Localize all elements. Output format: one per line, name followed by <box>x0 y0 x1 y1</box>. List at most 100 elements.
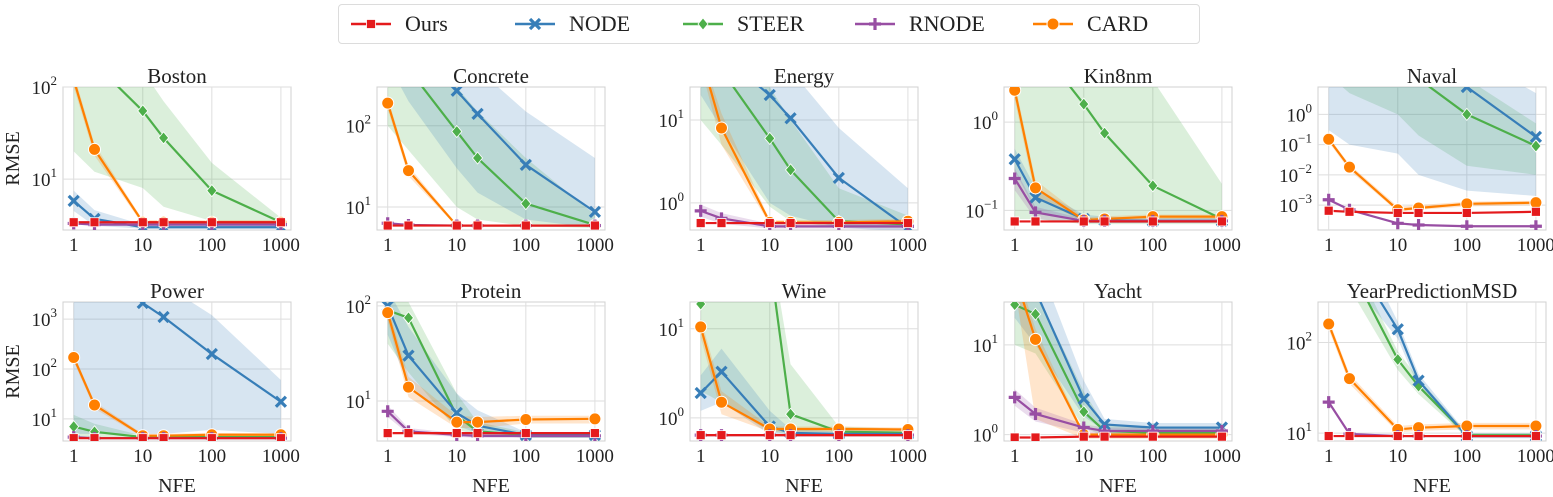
point-rnode <box>1322 396 1335 409</box>
point-ours <box>89 433 100 441</box>
legend-label: RNODE <box>909 11 985 36</box>
point-rnode <box>1412 218 1425 230</box>
point-card <box>714 395 728 409</box>
point-card <box>1460 197 1474 211</box>
point-node <box>696 26 706 36</box>
point-node <box>450 87 463 97</box>
x-tick-label: 100 <box>1453 446 1482 467</box>
x-tick-label: 1 <box>1324 235 1334 256</box>
point-node <box>832 171 845 185</box>
point-ours <box>89 217 100 228</box>
subplot-title: Naval <box>1407 64 1457 88</box>
x-tick-label: 10 <box>1388 235 1407 256</box>
x-tick-label: 1 <box>69 235 79 256</box>
point-node <box>519 158 532 171</box>
point-ours <box>403 220 414 230</box>
point-steer <box>1099 126 1111 140</box>
line-node <box>1039 302 1222 429</box>
x-tick-label: 1000 <box>576 446 614 467</box>
subplot-title: Kin8nm <box>1084 64 1153 88</box>
point-card <box>519 412 533 426</box>
y-tick-label: 101 <box>346 387 372 413</box>
x-tick-label: 1000 <box>889 235 927 256</box>
point-steer <box>785 407 797 421</box>
x-tick-label: 100 <box>198 446 227 467</box>
subplot-title: Protein <box>461 279 522 303</box>
line-rnode <box>73 222 281 226</box>
line-steer <box>699 302 908 434</box>
plot-content <box>1008 269 1229 441</box>
x-tick-label: 1 <box>383 235 393 256</box>
x-tick-label: 100 <box>198 235 227 256</box>
band-steer <box>387 302 595 438</box>
point-steer <box>383 24 393 36</box>
legend-marker-square <box>366 19 376 29</box>
band-node <box>1328 87 1536 196</box>
point-ours <box>1217 431 1227 441</box>
point-ours <box>451 428 462 439</box>
point-node <box>1391 323 1404 336</box>
x-axis-label: NFE <box>472 475 510 497</box>
y-tick-label: 101 <box>32 405 58 431</box>
point-card <box>1009 269 1021 281</box>
legend-item-ours: Ours <box>349 5 448 43</box>
band-node <box>700 348 908 437</box>
subplot-title: YearPredictionMSD <box>1347 279 1518 303</box>
point-ours <box>1531 431 1541 441</box>
plot-area <box>376 86 606 231</box>
y-tick-label: 10−1 <box>1279 131 1312 157</box>
point-ours <box>1323 205 1334 216</box>
point-ours <box>1030 216 1041 227</box>
point-node <box>1008 153 1021 166</box>
point-steer <box>716 280 726 292</box>
x-tick-label: 1 <box>1324 446 1334 467</box>
point-ours <box>137 217 148 228</box>
y-tick-label: 100 <box>973 421 999 447</box>
point-ours <box>785 430 796 441</box>
point-ours <box>520 220 531 230</box>
point-steer <box>785 163 797 177</box>
y-tick-label: 103 <box>32 305 58 331</box>
y-tick-label: 100 <box>1287 100 1313 126</box>
x-tick-label: 100 <box>1139 235 1168 256</box>
point-ours <box>1461 208 1472 218</box>
point-card <box>87 398 101 412</box>
point-ours <box>903 430 913 441</box>
point-steer <box>1344 260 1354 272</box>
x-tick-label: 1000 <box>262 235 300 256</box>
point-ours <box>1078 216 1089 227</box>
band-node <box>73 302 281 434</box>
point-node <box>1412 374 1425 387</box>
point-card <box>381 306 395 320</box>
point-ours <box>695 218 706 228</box>
legend-swatch <box>683 17 723 31</box>
x-tick-label: 1 <box>1010 235 1020 256</box>
point-steer <box>1078 97 1090 111</box>
point-node <box>1344 34 1354 44</box>
line-node <box>1464 87 1537 138</box>
point-node <box>715 365 728 378</box>
legend-swatch <box>515 17 555 31</box>
y-tick-label: 102 <box>346 292 372 318</box>
point-node <box>205 347 218 361</box>
point-ours <box>472 428 483 439</box>
band-steer <box>73 87 281 226</box>
plot-content <box>1322 34 1543 230</box>
x-tick-label: 1 <box>1010 446 1020 467</box>
point-ours <box>833 430 844 441</box>
y-tick-label: 101 <box>346 193 372 219</box>
point-card <box>1028 181 1042 195</box>
line-card <box>1013 89 1222 222</box>
x-tick-label: 100 <box>825 446 854 467</box>
plot-content <box>1322 260 1543 441</box>
point-ours <box>158 217 169 228</box>
subplot-power: Power 1 10 100 1000 101 102 103 NFE RMSE <box>2 279 300 497</box>
point-ours <box>206 217 217 228</box>
legend-marker-diamond <box>697 17 709 31</box>
legend-swatch <box>855 18 895 30</box>
point-ours <box>520 428 531 439</box>
point-steer <box>137 104 149 118</box>
point-ours <box>1344 431 1355 441</box>
point-card <box>1342 372 1356 386</box>
subplot-kin8nm: Kin8nm 1 10 100 1000 10−1 100 <box>965 64 1241 256</box>
